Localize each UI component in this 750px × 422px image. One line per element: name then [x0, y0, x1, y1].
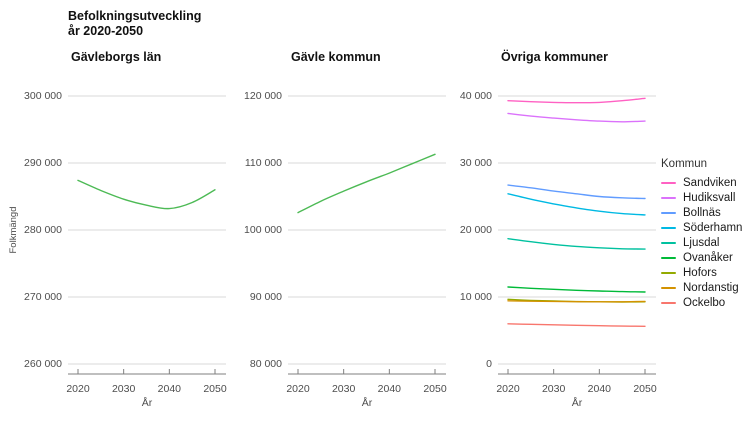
y-tick-label-gavleborgs-lan: 270 000 — [24, 290, 62, 303]
y-tick-label-gavleborgs-lan: 300 000 — [24, 89, 62, 102]
x-axis-title-gavle-kommun: År — [361, 397, 373, 409]
legend: Kommun Sandviken Hudiksvall Bollnäs Söderha… — [661, 158, 742, 310]
series-line-sandviken — [507, 97, 646, 104]
legend-swatch-ovanaker — [661, 256, 676, 259]
series-line-soderhamn — [507, 193, 646, 216]
legend-item-nordanstig: Nordanstig — [661, 280, 742, 295]
series-line-hudiksvall — [507, 112, 646, 123]
panel-title-gavle-kommun: Gävle kommun — [291, 50, 381, 64]
legend-label-hudiksvall: Hudiksvall — [683, 191, 736, 204]
legend-item-sandviken: Sandviken — [661, 175, 742, 190]
legend-item-soderhamn: Söderhamn — [661, 220, 742, 235]
legend-swatch-soderhamn — [661, 226, 676, 229]
series-line-nordanstig — [507, 300, 646, 303]
chart-title: Befolkningsutveckling år 2020-2050 — [68, 9, 201, 39]
x-axis-title-gavleborgs-lan: År — [141, 397, 153, 409]
x-tick-label-ovriga-kommuner: 2020 — [496, 383, 520, 395]
legend-label-ockelbo: Ockelbo — [683, 296, 726, 309]
x-tick-label-gavleborgs-lan: 2020 — [66, 383, 90, 395]
x-tick-label-gavleborgs-lan: 2040 — [157, 383, 181, 395]
y-tick-label-gavle-kommun: 100 000 — [244, 223, 282, 236]
legend-items: Sandviken Hudiksvall Bollnäs Söderhamn Ljusd… — [661, 175, 742, 310]
y-tick-label-ovriga-kommuner: 20 000 — [459, 223, 492, 236]
x-tick-label-gavle-kommun: 2020 — [286, 383, 310, 395]
legend-label-hofors: Hofors — [683, 266, 717, 279]
y-tick-label-gavle-kommun: 120 000 — [244, 89, 282, 102]
y-tick-label-gavleborgs-lan: 280 000 — [24, 223, 62, 236]
y-tick-label-ovriga-kommuner: 40 000 — [459, 89, 492, 102]
legend-swatch-hudiksvall — [661, 196, 676, 199]
y-tick-label-gavleborgs-lan: 290 000 — [24, 156, 62, 169]
legend-item-ljusdal: Ljusdal — [661, 235, 742, 250]
y-tick-label-ovriga-kommuner: 10 000 — [459, 290, 492, 303]
x-tick-label-gavle-kommun: 2040 — [377, 383, 401, 395]
legend-label-ljusdal: Ljusdal — [683, 236, 720, 249]
x-tick-label-ovriga-kommuner: 2050 — [633, 383, 657, 395]
legend-swatch-ljusdal — [661, 241, 676, 244]
legend-item-bollnas: Bollnäs — [661, 205, 742, 220]
series-line-bollnas — [507, 184, 646, 200]
legend-label-nordanstig: Nordanstig — [683, 281, 739, 294]
x-tick-label-gavle-kommun: 2050 — [423, 383, 447, 395]
panel-title-gavleborgs-lan: Gävleborgs län — [71, 50, 162, 64]
legend-label-ovanaker: Ovanåker — [683, 251, 733, 264]
x-tick-label-ovriga-kommuner: 2040 — [587, 383, 611, 395]
y-tick-label-ovriga-kommuner: 30 000 — [459, 156, 492, 169]
x-tick-label-gavle-kommun: 2030 — [331, 383, 356, 395]
legend-swatch-bollnas — [661, 211, 676, 214]
y-tick-label-gavle-kommun: 80 000 — [249, 357, 282, 370]
chart-title-line1: Befolkningsutveckling — [68, 9, 202, 23]
series-line-ockelbo — [507, 323, 646, 327]
legend-swatch-hofors — [661, 271, 676, 274]
legend-label-sandviken: Sandviken — [683, 176, 737, 189]
legend-swatch-nordanstig — [661, 286, 676, 289]
series-line-gavle-kommun — [297, 153, 436, 214]
legend-swatch-sandviken — [661, 181, 676, 184]
x-tick-label-gavleborgs-lan: 2050 — [203, 383, 227, 395]
legend-item-ockelbo: Ockelbo — [661, 295, 742, 310]
x-axis-title-ovriga-kommuner: År — [571, 397, 583, 409]
x-tick-label-gavleborgs-lan: 2030 — [111, 383, 136, 395]
legend-swatch-ockelbo — [661, 301, 676, 304]
y-tick-label-ovriga-kommuner: 0 — [486, 357, 492, 370]
y-tick-label-gavle-kommun: 90 000 — [249, 290, 282, 303]
y-tick-label-gavle-kommun: 110 000 — [244, 156, 282, 169]
legend-item-ovanaker: Ovanåker — [661, 250, 742, 265]
chart-title-line2: år 2020-2050 — [68, 24, 144, 38]
legend-title: Kommun — [661, 158, 708, 170]
legend-item-hudiksvall: Hudiksvall — [661, 190, 742, 205]
series-line-ljusdal — [507, 238, 646, 250]
y-tick-label-gavleborgs-lan: 260 000 — [24, 357, 62, 370]
panel-title-ovriga-kommuner: Övriga kommuner — [501, 50, 608, 64]
legend-label-soderhamn: Söderhamn — [683, 221, 743, 234]
x-tick-label-ovriga-kommuner: 2030 — [541, 383, 566, 395]
series-line-gavleborgs-lan — [77, 179, 216, 210]
legend-label-bollnas: Bollnäs — [683, 206, 721, 219]
legend-item-hofors: Hofors — [661, 265, 742, 280]
series-line-ovanaker — [507, 286, 646, 293]
